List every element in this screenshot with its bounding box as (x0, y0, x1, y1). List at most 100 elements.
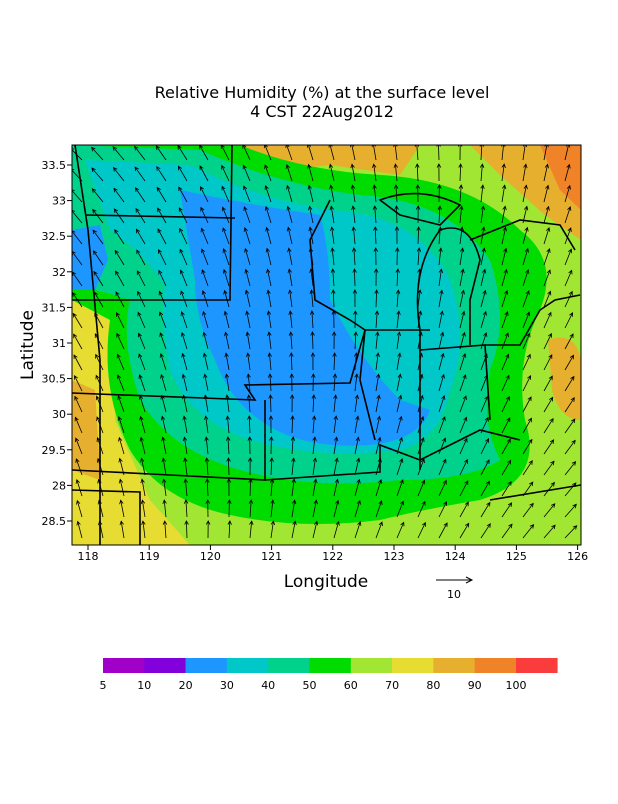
wind-vector (311, 373, 316, 392)
wind-vector (139, 415, 146, 434)
wind-vector (159, 311, 167, 329)
wind-vector (329, 184, 335, 203)
wind-vector (353, 331, 358, 350)
wind-vector (75, 478, 83, 497)
wind-vector (417, 394, 424, 413)
wind-vector (201, 269, 209, 287)
wind-vector (138, 374, 146, 392)
wind-vector (179, 248, 188, 266)
wind-vectors (72, 145, 578, 539)
wind-vector (564, 206, 572, 224)
wind-vector (181, 352, 188, 371)
wind-vector (205, 520, 211, 539)
wind-vector (310, 352, 316, 371)
colorbar-swatch (309, 658, 352, 673)
wind-vector (437, 205, 442, 224)
wind-vector (372, 205, 378, 224)
wind-vector (396, 310, 401, 329)
wind-vector (242, 145, 251, 161)
wind-vector (116, 312, 125, 329)
wind-vector (522, 481, 534, 497)
wind-vector (501, 289, 509, 308)
wind-vector (247, 415, 252, 434)
wind-vector (205, 478, 210, 497)
wind-vector (330, 268, 336, 287)
wind-vector (72, 312, 83, 329)
wind-vector (134, 145, 146, 161)
wind-vector (459, 374, 467, 392)
wind-vector (247, 436, 252, 455)
wind-vector (333, 478, 339, 497)
colorbar-label: 60 (344, 679, 358, 692)
wind-vector (223, 310, 230, 329)
wind-vector (119, 499, 125, 518)
wind-vector (353, 310, 358, 329)
wind-vector (480, 374, 488, 392)
wind-vector (522, 502, 534, 518)
wind-vector (333, 415, 338, 434)
wind-vector (156, 165, 167, 182)
wind-vector (438, 373, 445, 392)
x-tick-label: 118 (78, 550, 99, 563)
wind-vector (202, 331, 209, 350)
wind-vector (522, 460, 533, 476)
wind-vector (91, 167, 104, 182)
wind-vector (162, 478, 167, 497)
wind-vector (287, 247, 293, 266)
border (74, 145, 101, 545)
wind-vector (156, 186, 167, 203)
wind-vector (375, 457, 382, 476)
colorbar-label: 5 (100, 679, 107, 692)
wind-vector (375, 478, 383, 497)
x-tick-label: 123 (384, 550, 405, 563)
wind-vector (160, 373, 167, 392)
wind-vector (396, 331, 402, 350)
wind-vector (373, 247, 378, 266)
wind-vector (95, 374, 104, 392)
wind-vector (332, 373, 338, 392)
wind-vector (204, 457, 210, 476)
wind-vector (501, 438, 511, 455)
wind-vector (459, 437, 468, 455)
wind-vector (180, 290, 188, 308)
wind-vector (309, 310, 315, 329)
wind-vector (203, 394, 209, 413)
wind-vector (459, 247, 465, 266)
wind-vector (479, 163, 485, 182)
wind-vector (501, 226, 507, 245)
wind-vector (225, 415, 230, 434)
wind-vector (117, 395, 125, 413)
wind-vector (459, 226, 464, 245)
wind-vector (95, 353, 104, 371)
wind-vector (312, 520, 319, 539)
y-tick-label: 33 (52, 195, 66, 208)
wind-vector (417, 415, 425, 434)
wind-vector (243, 226, 251, 245)
map-frame (71, 144, 582, 546)
wind-vector (242, 164, 251, 182)
colorbar-swatch (185, 658, 228, 673)
wind-vector (522, 396, 532, 413)
wind-vector (96, 437, 104, 455)
wind-vector (183, 457, 188, 476)
wind-vector (459, 395, 467, 413)
wind-vector (459, 352, 467, 371)
wind-vector (396, 500, 404, 518)
wind-vector (269, 436, 274, 455)
wind-vector (307, 184, 314, 203)
wind-vector (246, 394, 252, 413)
wind-vector (415, 205, 421, 224)
wind-vector (309, 289, 314, 308)
y-ticks: 28.5 28 29.5 30 30.5 31 31.5 32 32.5 33 33.5 (42, 159, 72, 528)
wind-vector (480, 226, 486, 245)
wind-vector (501, 480, 512, 497)
x-tick-label: 121 (261, 550, 282, 563)
wind-vector (543, 439, 555, 455)
wind-vector (543, 226, 551, 245)
wind-vector (311, 394, 316, 413)
wind-vector (328, 163, 335, 182)
colorbar-swatch (392, 658, 434, 673)
wind-vector (200, 206, 209, 224)
wind-vector (119, 520, 125, 539)
